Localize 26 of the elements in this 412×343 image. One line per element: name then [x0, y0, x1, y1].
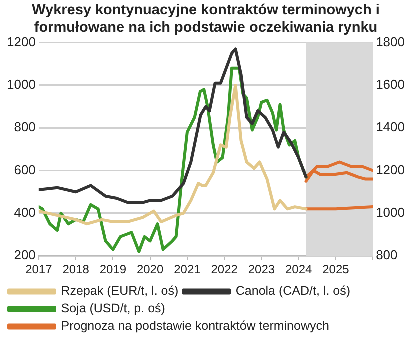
x-tick-label: 2023	[248, 262, 276, 277]
y-tick-label: 800	[14, 120, 36, 135]
x-tick-label: 2021	[174, 262, 202, 277]
y-tick-label: 200	[14, 248, 36, 263]
x-tick-label: 2018	[62, 262, 90, 277]
y2-tick-label: 1400	[376, 120, 405, 135]
x-tick-label: 2022	[211, 262, 238, 277]
y2-tick-label: 1200	[376, 162, 405, 178]
y-tick-label: 1000	[7, 77, 36, 92]
x-tick-label: 2017	[26, 262, 53, 277]
legend-label: Rzepak (EUR/t, l. oś)	[61, 284, 179, 298]
x-tick-label: 2019	[100, 262, 127, 277]
y-tick-label: 600	[14, 162, 36, 178]
y-tick-label: 400	[14, 205, 36, 220]
y2-tick-label: 1800	[376, 34, 405, 50]
y2-tick-label: 1000	[376, 205, 405, 220]
x-tick-label: 2024	[285, 262, 312, 277]
x-tick-label: 2025	[322, 262, 350, 277]
legend-label: Canola (CAD/t, l. oś)	[236, 284, 351, 298]
y-tick-label: 1200	[7, 34, 36, 50]
x-tick-label: 2020	[136, 262, 164, 277]
chart-title: Wykresy kontynuacyjne kontraktów terminowych i formułowane na ich podstawie oczekiwania rynku	[32, 2, 380, 36]
y2-tick-label: 1600	[376, 77, 405, 92]
legend-label: Prognoza na podstawie kontraktów terminowych	[61, 319, 330, 334]
legend-label: Soja (USD/t, p. oś)	[61, 302, 166, 316]
y2-tick-label: 800	[376, 248, 398, 263]
